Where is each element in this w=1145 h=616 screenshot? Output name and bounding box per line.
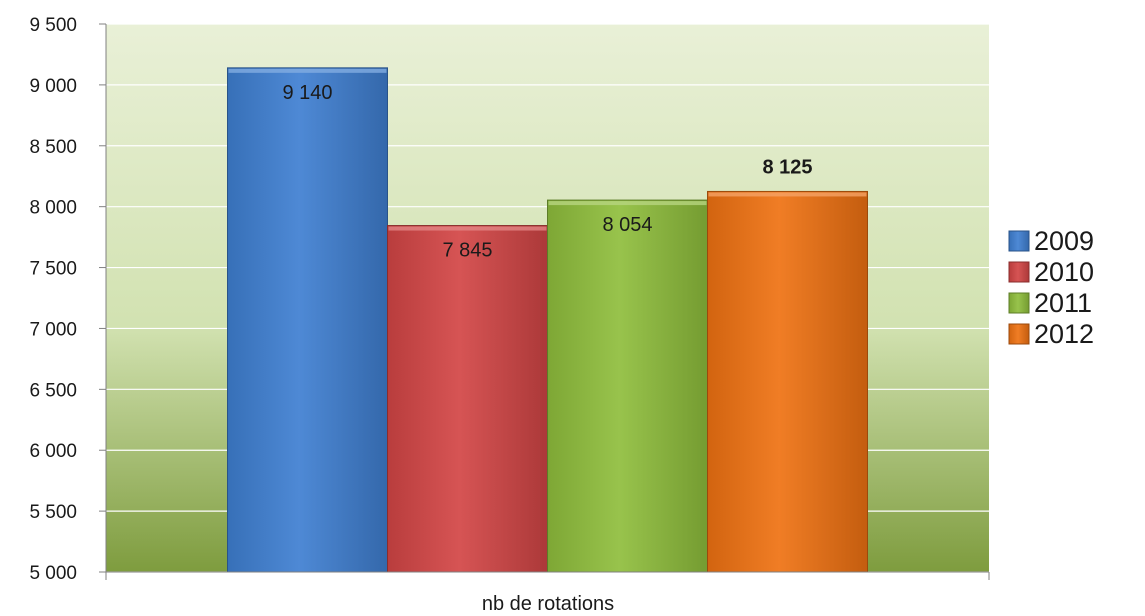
axes — [105, 24, 990, 580]
y-tick-label: 9 000 — [29, 76, 77, 97]
bar-2010 — [387, 225, 548, 573]
y-tick-label: 5 000 — [29, 563, 77, 584]
data-label-2010: 7 845 — [442, 240, 492, 262]
bar-2012 — [707, 190, 868, 573]
bar-bevel-2009 — [228, 68, 387, 73]
data-labels: 9 140 7 845 8 054 8 125 — [282, 82, 812, 262]
y-tick-label: 6 000 — [29, 441, 77, 462]
y-tick-label: 7 000 — [29, 319, 77, 340]
bar-2011 — [547, 199, 708, 573]
x-axis-label: nb de rotations — [482, 593, 614, 615]
bars — [227, 67, 868, 573]
bar-bevel-2012 — [708, 192, 867, 197]
legend-label-2011: 2011 — [1034, 288, 1092, 318]
legend-label-2010: 2010 — [1034, 257, 1094, 287]
data-label-2009: 9 140 — [282, 82, 332, 104]
legend-swatch-2011 — [1008, 292, 1030, 314]
legend-swatch-2012 — [1008, 323, 1030, 345]
bar-2009 — [227, 67, 388, 573]
y-tick-labels: 5 000 5 500 6 000 6 500 7 000 7 500 8 000 8 500… — [29, 15, 77, 584]
legend-swatch-2009 — [1008, 230, 1030, 252]
data-label-2011: 8 054 — [602, 214, 652, 236]
y-tick-label: 9 500 — [29, 15, 77, 36]
bar-bevel-2011 — [548, 201, 707, 206]
legend-swatch-2010 — [1008, 261, 1030, 283]
y-tick-label: 6 500 — [29, 380, 77, 401]
y-tick-label: 7 500 — [29, 259, 77, 280]
y-tick-label: 8 000 — [29, 198, 77, 219]
legend-label-2012: 2012 — [1034, 319, 1094, 349]
y-tick-label: 5 500 — [29, 502, 77, 523]
legend-label-2009: 2009 — [1034, 226, 1094, 256]
data-label-2012: 8 125 — [762, 156, 812, 178]
y-tick-label: 8 500 — [29, 137, 77, 158]
bar-bevel-2010 — [388, 226, 547, 231]
